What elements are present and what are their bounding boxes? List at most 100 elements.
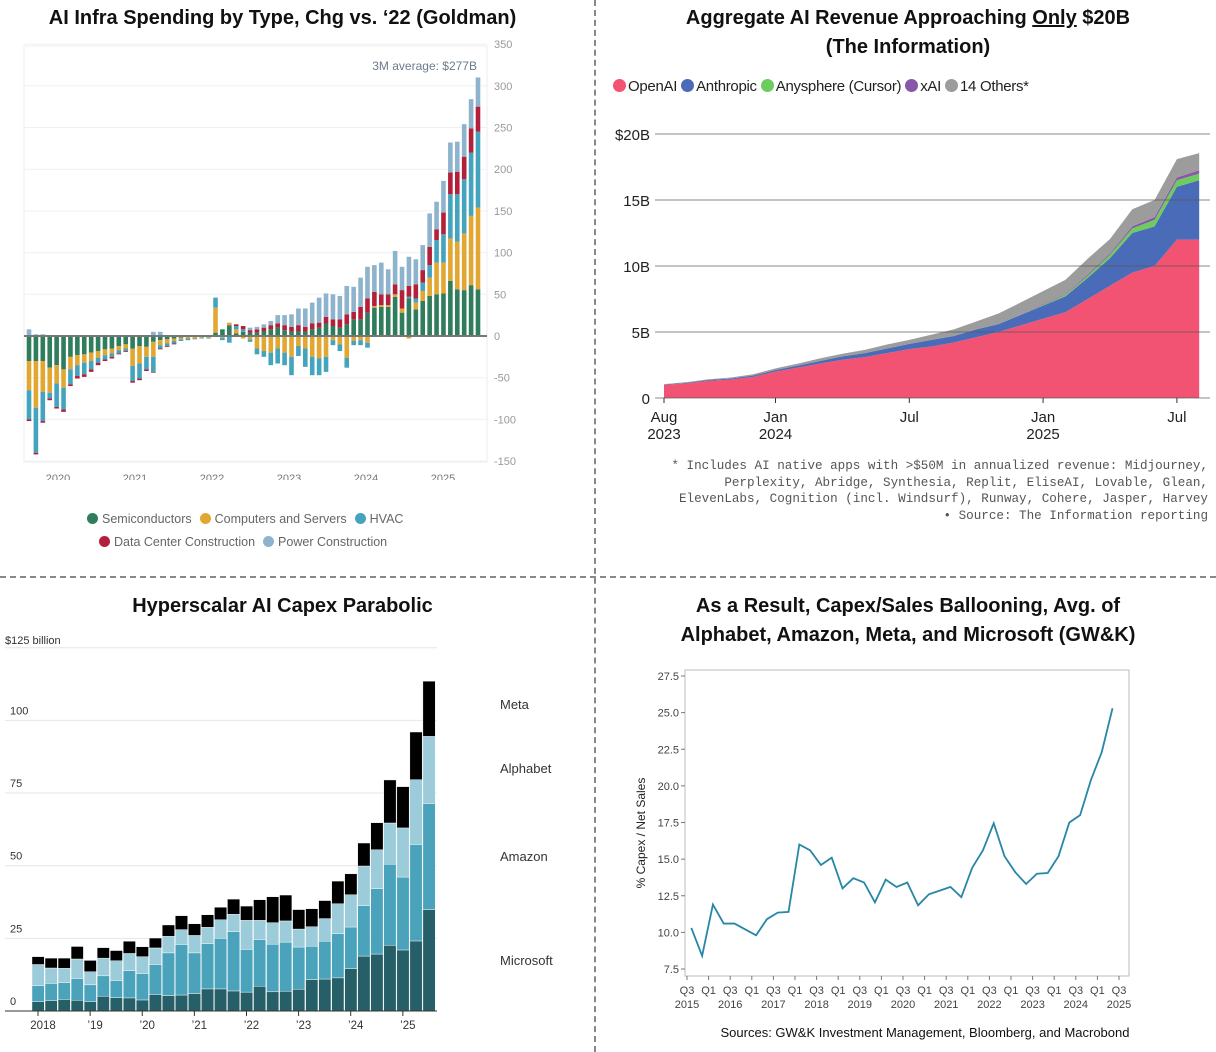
bar-segment-data-center-construction [316, 322, 322, 328]
bar-segment-power-construction [406, 256, 412, 286]
series-label-alphabet: Alphabet [500, 761, 552, 776]
legend-item-power-construction: Power Construction [263, 535, 387, 549]
bar-segment-power-construction [323, 293, 329, 317]
bar-segment-hvac [254, 348, 260, 355]
bar-segment-data-center-construction [296, 325, 301, 331]
bar-segment-semiconductors [289, 331, 294, 336]
x-tick-quarter: Q3 [896, 985, 911, 997]
bar-segment-power-construction [268, 320, 274, 326]
bar-segment-semiconductors [420, 300, 426, 336]
legend-swatch [263, 536, 275, 547]
bar-segment-meta [253, 899, 267, 921]
bar-segment-data-center-construction [413, 284, 419, 299]
y-tick-label: 0 [10, 996, 16, 1008]
legend-label: 14 Others* [960, 78, 1029, 95]
bar-segment-data-center-construction [282, 325, 287, 331]
bar-segment-meta [292, 909, 306, 930]
bar-segment-data-center-construction [351, 311, 356, 320]
bar-segment-hvac [323, 356, 329, 372]
x-tick-label: 2020 [46, 473, 70, 480]
panel-divider-horizontal [0, 576, 1216, 578]
bar-segment-computers-and-servers [88, 352, 94, 362]
x-tick-year: 2017 [761, 999, 785, 1011]
bar-segment-power-construction [475, 77, 481, 107]
bar-segment-semiconductors [358, 319, 363, 336]
title-line1: As a Result, Capex/Sales Ballooning, Avg… [695, 595, 1121, 617]
bar-segment-computers-and-servers [378, 305, 384, 307]
bar-segment-power-construction [468, 99, 474, 129]
bar-segment-computers-and-servers [392, 294, 398, 297]
bar-segment-hvac [185, 338, 191, 341]
bar-segment-semiconductors [123, 336, 129, 345]
x-tick-quarter: Q1 [788, 985, 803, 997]
y-tick-label: 75 [10, 778, 22, 790]
bar-segment-data-center-construction [454, 171, 460, 195]
x-tick-year: 2018 [804, 999, 828, 1011]
bar-segment-semiconductors [372, 307, 377, 336]
x-tick-quarter: Q1 [701, 985, 716, 997]
bar-segment-hvac [95, 357, 101, 363]
bar-segment-power-construction [309, 302, 315, 324]
chart3-plot: $125 billion 100 75 50 25 0 2018 ’19 ’20 ’21 ’22 ’2… [5, 635, 553, 1032]
bar-segment-computers-and-servers [102, 349, 108, 356]
x-tick-quarter: Q3 [1068, 985, 1083, 997]
bar-segment-computers-and-servers [164, 339, 170, 344]
bar-segment-semiconductors [330, 325, 336, 336]
bar-segment-semiconductors [434, 294, 439, 336]
legend-label: xAI [920, 78, 942, 95]
bar-segment-data-center-construction [240, 325, 246, 330]
x-tick-quarter: Q3 [766, 985, 781, 997]
x-tick-quarter: Q3 [1025, 985, 1040, 997]
bar-segment-hvac [344, 357, 350, 368]
bar-segment-power-construction [344, 285, 350, 315]
bar-segment-computers-and-servers [54, 365, 59, 384]
bar-segment-computers-and-servers [185, 336, 191, 339]
y-tick-label: 17.5 [658, 818, 679, 830]
bar-segment-semiconductors [75, 336, 80, 356]
bar-segment-power-construction [275, 315, 280, 324]
bar-segment-data-center-construction [399, 290, 405, 309]
bar-segment-meta [279, 894, 293, 922]
x-tick-year: 2025 [1026, 426, 1059, 443]
bar-segment-hvac [461, 179, 467, 234]
bar-segment-hvac [282, 352, 287, 366]
bar-segment-semiconductors [475, 289, 481, 336]
bar-segment-data-center-construction [102, 359, 108, 362]
bar-segment-hvac [240, 329, 246, 332]
bar-segment-computers-and-servers [178, 337, 184, 340]
bar-segment-power-construction [289, 314, 294, 327]
legend-item-openai: OpenAI [613, 78, 677, 95]
bar-segment-hvac [109, 353, 115, 357]
bar-segment-computers-and-servers [296, 336, 301, 347]
bar-segment-power-construction [399, 266, 405, 291]
bar-segment-hvac [337, 344, 343, 352]
bar-segment-hvac [81, 362, 87, 375]
y-tick-label: 300 [494, 81, 512, 93]
legend-label: Semiconductors [102, 512, 192, 526]
bar-segment-computers-and-servers [468, 215, 474, 286]
bar-segment-power-construction [316, 297, 322, 323]
bar-segment-meta [331, 880, 345, 904]
bar-segment-semiconductors [461, 290, 467, 336]
bar-segment-data-center-construction [461, 156, 467, 180]
legend-label: Anthropic [696, 78, 757, 95]
y-axis-label: % Capex / Net Sales [634, 778, 648, 889]
bar-segment-semiconductors [26, 336, 32, 362]
bar-segment-computers-and-servers [385, 305, 391, 307]
bar-segment-meta [162, 924, 175, 937]
x-tick-quarter: Q1 [744, 985, 759, 997]
bar-segment-power-construction [26, 329, 32, 336]
y-tick-label: $20B [615, 127, 650, 144]
x-tick-quarter: Q3 [939, 985, 954, 997]
bar-segment-semiconductors [227, 325, 232, 336]
bar-segment-semiconductors [254, 332, 260, 336]
bar-segment-computers-and-servers [344, 336, 350, 358]
bar-segment-semiconductors [378, 306, 384, 336]
bar-segment-hvac [454, 194, 460, 242]
legend-item-anysphere: Anysphere (Cursor) [760, 78, 902, 95]
bar-segment-data-center-construction [309, 323, 315, 330]
x-tick-quarter: Q1 [960, 985, 975, 997]
bar-segment-semiconductors [399, 312, 405, 336]
bar-segment-data-center-construction [303, 326, 308, 332]
x-tick-label: Jan [763, 409, 787, 426]
